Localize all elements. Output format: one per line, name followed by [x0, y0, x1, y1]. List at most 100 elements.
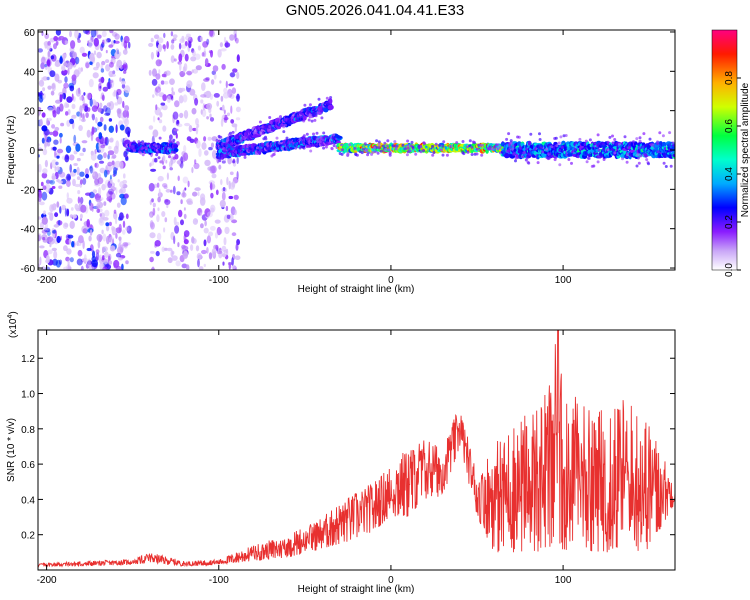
halo-blob	[370, 152, 374, 156]
halo-blob	[529, 132, 533, 136]
noise-blob	[120, 196, 127, 206]
noise-blob	[204, 150, 209, 156]
colorbar-tick-label: 0.4	[724, 167, 735, 181]
noise-blob	[50, 162, 53, 170]
noise-blob	[42, 148, 48, 156]
noise-blob	[234, 33, 237, 42]
noise-blob	[219, 42, 223, 48]
noise-blob	[49, 243, 52, 248]
noise-blob	[96, 208, 100, 213]
noise-blob	[86, 247, 92, 252]
y-tick-label: 60	[24, 28, 36, 39]
noise-blob	[171, 91, 175, 96]
noise-blob	[96, 51, 102, 59]
noise-blob	[230, 105, 233, 114]
y-tick-label: -40	[21, 225, 36, 236]
halo-blob	[656, 142, 660, 146]
noise-blob	[113, 89, 117, 96]
noise-blob	[40, 56, 46, 64]
noise-blob	[38, 94, 44, 103]
halo-blob	[348, 143, 352, 147]
noise-blob	[64, 208, 67, 217]
noise-blob	[38, 234, 41, 242]
noise-blob	[54, 61, 61, 68]
noise-blob	[98, 132, 103, 140]
noise-blob	[101, 183, 106, 191]
halo-blob	[438, 144, 442, 147]
halo-blob	[271, 119, 275, 123]
halo-blob	[388, 152, 392, 156]
noise-blob	[105, 222, 110, 227]
noise-blob	[220, 179, 223, 186]
halo-blob	[636, 153, 640, 157]
noise-blob	[202, 103, 206, 111]
noise-blob	[42, 226, 48, 231]
noise-blob	[210, 50, 213, 58]
noise-blob	[60, 122, 65, 127]
noise-blob	[113, 166, 118, 175]
noise-blob	[58, 35, 65, 41]
halo-blob	[299, 137, 302, 141]
noise-blob	[160, 80, 165, 85]
noise-blob	[77, 190, 81, 195]
track-blob	[527, 140, 532, 147]
noise-blob	[89, 202, 94, 211]
noise-blob	[54, 166, 57, 172]
noise-blob	[221, 191, 226, 201]
noise-blob	[186, 80, 193, 88]
colorbar-gradient	[711, 29, 738, 271]
x-tick-label: -100	[209, 275, 229, 286]
noise-blob	[171, 39, 175, 44]
halo-blob	[220, 154, 224, 158]
halo-blob	[658, 131, 662, 135]
noise-blob	[98, 78, 101, 83]
halo-blob	[363, 142, 367, 146]
noise-blob	[159, 160, 164, 164]
noise-blob	[75, 56, 80, 65]
noise-blob	[102, 233, 107, 242]
noise-blob	[64, 76, 68, 83]
noise-blob	[102, 217, 109, 221]
noise-blob	[46, 58, 52, 68]
noise-blob	[76, 176, 81, 181]
noise-blob	[99, 167, 106, 174]
halo-blob	[611, 134, 614, 138]
noise-blob	[192, 68, 198, 74]
noise-blob	[112, 70, 116, 75]
noise-blob	[183, 207, 186, 211]
noise-blob	[148, 42, 154, 47]
noise-blob	[82, 147, 86, 153]
noise-blob	[125, 213, 129, 220]
noise-blob	[148, 125, 154, 130]
noise-blob	[190, 56, 197, 62]
noise-blob	[106, 38, 111, 43]
halo-blob	[567, 158, 571, 161]
noise-blob	[51, 175, 57, 180]
noise-blob	[152, 94, 155, 98]
halo-blob	[322, 146, 326, 150]
noise-blob	[153, 34, 160, 39]
halo-blob	[316, 137, 320, 141]
halo-blob	[364, 149, 368, 153]
noise-blob	[195, 65, 202, 71]
halo-blob	[156, 150, 160, 154]
halo-blob	[441, 144, 445, 148]
noise-blob	[38, 216, 42, 220]
noise-blob	[163, 80, 169, 85]
noise-blob	[178, 209, 183, 218]
noise-blob	[203, 227, 209, 234]
colorbar-tick-label: 0.2	[724, 215, 735, 229]
noise-blob	[41, 172, 48, 179]
halo-blob	[273, 149, 277, 153]
halo-blob	[638, 139, 642, 143]
noise-blob	[163, 227, 166, 233]
halo-blob	[247, 129, 251, 133]
band-late-track	[500, 131, 675, 168]
noise-blob	[76, 166, 80, 176]
halo-blob	[490, 147, 494, 151]
noise-blob	[203, 136, 207, 142]
halo-blob	[656, 150, 660, 154]
noise-blob	[100, 76, 105, 83]
noise-blob	[79, 171, 85, 177]
noise-blob	[108, 80, 114, 83]
